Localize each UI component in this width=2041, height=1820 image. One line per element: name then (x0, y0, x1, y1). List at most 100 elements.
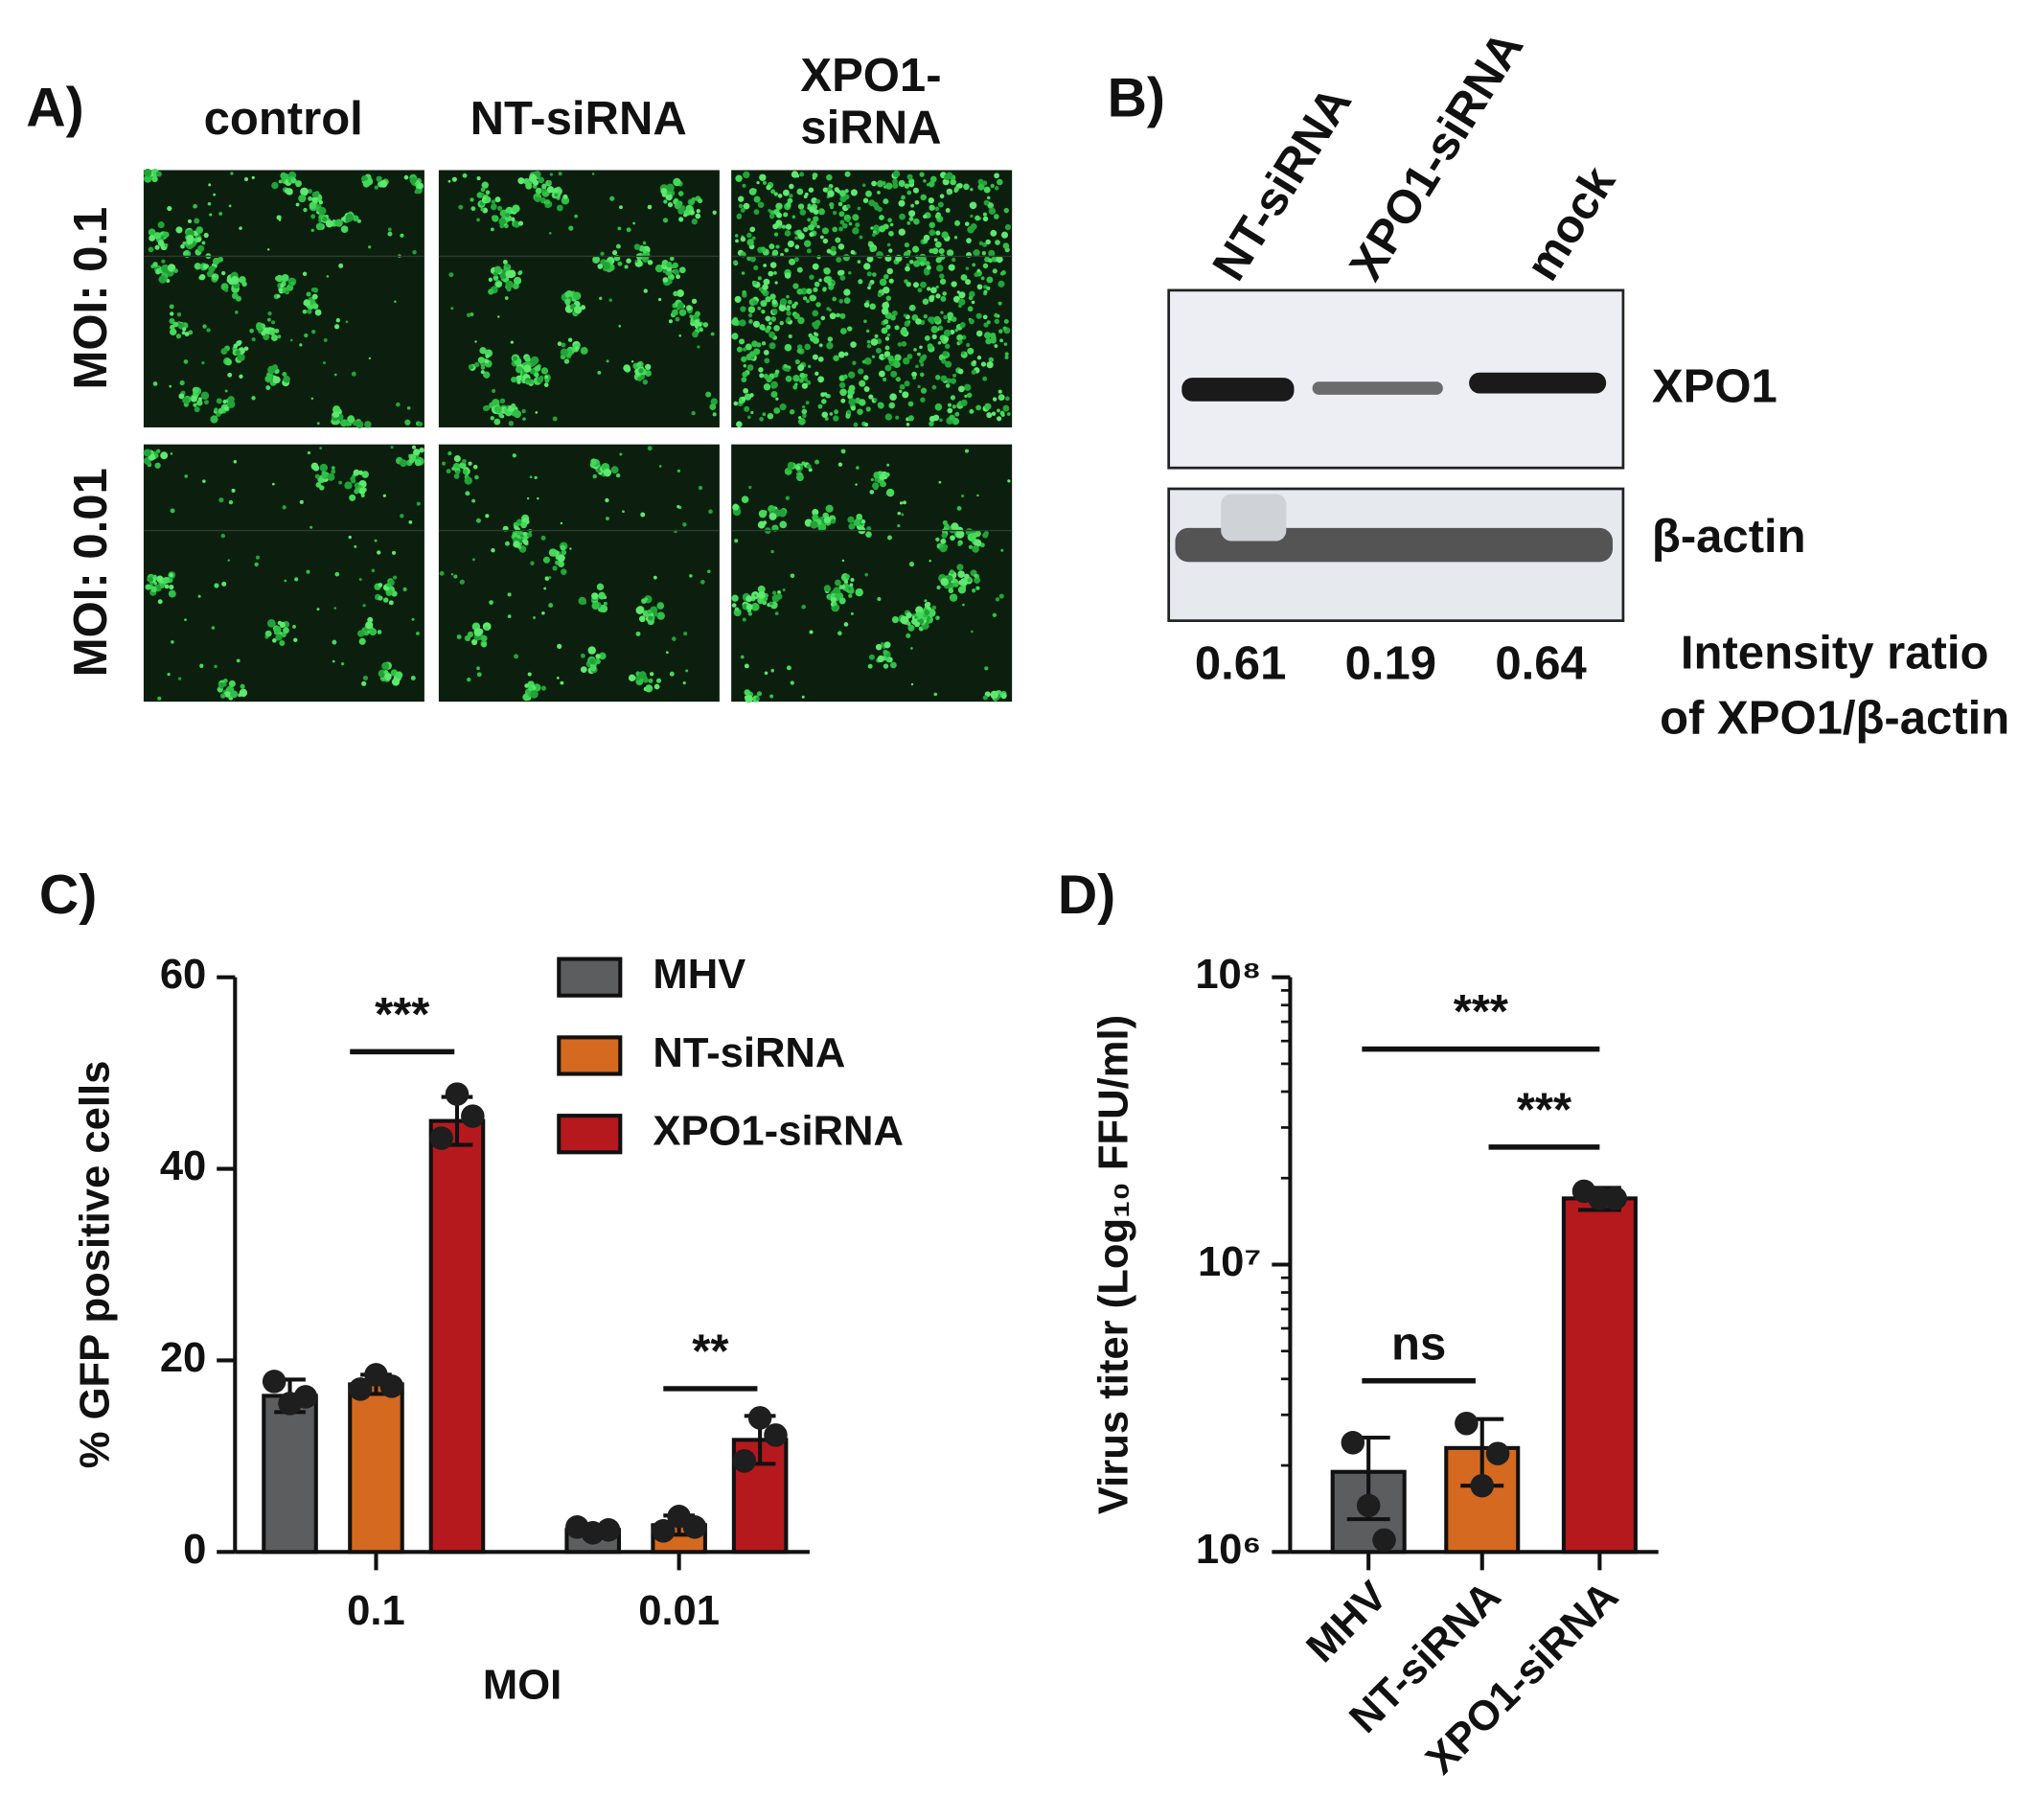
cell (712, 412, 717, 417)
cell (734, 295, 742, 303)
cell (495, 281, 502, 288)
cell (832, 296, 837, 302)
cell (768, 213, 775, 219)
cell (512, 453, 516, 458)
cell (976, 356, 982, 360)
cell (492, 388, 496, 393)
cell (881, 307, 889, 315)
cell (904, 279, 908, 284)
cell (775, 397, 779, 401)
cell (412, 250, 417, 255)
cell (255, 555, 261, 560)
cell (731, 594, 739, 602)
cell (633, 243, 641, 250)
cell (746, 239, 754, 246)
cell (817, 403, 823, 409)
cell (331, 469, 336, 474)
cell (883, 273, 889, 280)
cell (763, 264, 768, 267)
cell (840, 398, 846, 403)
panel-label: B) (1108, 68, 1165, 129)
cell (241, 281, 247, 288)
cell (184, 474, 188, 478)
cell (974, 573, 978, 578)
cell (524, 683, 529, 688)
cell (895, 377, 902, 382)
cell (638, 368, 644, 374)
cell (735, 174, 743, 182)
data-point (1455, 1411, 1479, 1436)
cell (734, 539, 739, 543)
y-tick-label: 20 (160, 1335, 207, 1381)
cell (168, 589, 176, 598)
cell (933, 692, 938, 697)
cell (853, 422, 859, 427)
cell (935, 230, 941, 236)
cell (786, 311, 791, 316)
legend-swatch (557, 956, 623, 998)
cell (761, 341, 767, 346)
cell (886, 267, 893, 275)
cell (418, 422, 424, 427)
cell (311, 293, 318, 300)
cell (162, 576, 170, 585)
cell (998, 593, 1004, 599)
cell (355, 421, 364, 428)
cell (632, 221, 635, 225)
cell (678, 217, 684, 222)
cell (647, 609, 653, 615)
cell (468, 461, 472, 466)
cell (442, 461, 447, 466)
cell (812, 173, 818, 178)
cell (939, 194, 945, 199)
cell (999, 338, 1004, 343)
cell (848, 398, 857, 406)
cell (765, 315, 771, 322)
cell (564, 298, 571, 305)
cell (983, 285, 988, 289)
cell (191, 395, 197, 403)
cell (673, 177, 681, 187)
cell (748, 485, 752, 490)
cell (903, 313, 907, 317)
cell (947, 403, 952, 407)
cell (794, 244, 800, 249)
cell (589, 657, 596, 665)
cell (814, 371, 819, 376)
cell (753, 281, 758, 285)
row-label: MOI: 0.01 (65, 468, 117, 677)
cell (822, 238, 829, 244)
cell (194, 218, 200, 224)
cell (935, 285, 939, 289)
cell (642, 379, 649, 385)
cell (617, 261, 623, 266)
cell (558, 561, 564, 568)
cell (929, 415, 936, 423)
cell (927, 214, 931, 219)
cell (822, 288, 827, 292)
cell (522, 532, 527, 536)
cell (988, 249, 996, 257)
cell (994, 312, 998, 318)
cell (358, 487, 366, 495)
cell (931, 384, 937, 390)
cell (756, 180, 760, 185)
cell (538, 176, 545, 184)
cell (733, 260, 738, 265)
cell (942, 232, 949, 239)
cell (970, 214, 974, 219)
cell (233, 460, 238, 464)
cell (860, 519, 866, 524)
cell (958, 291, 966, 299)
lane-label: mock (1517, 157, 1626, 289)
cell (920, 397, 926, 403)
cell (194, 406, 200, 413)
cell (944, 523, 950, 529)
cell (929, 296, 934, 303)
cell (598, 652, 607, 660)
cell (775, 219, 783, 227)
cell (299, 343, 303, 347)
cell (560, 544, 566, 551)
cell (556, 676, 560, 680)
cell (295, 202, 300, 207)
